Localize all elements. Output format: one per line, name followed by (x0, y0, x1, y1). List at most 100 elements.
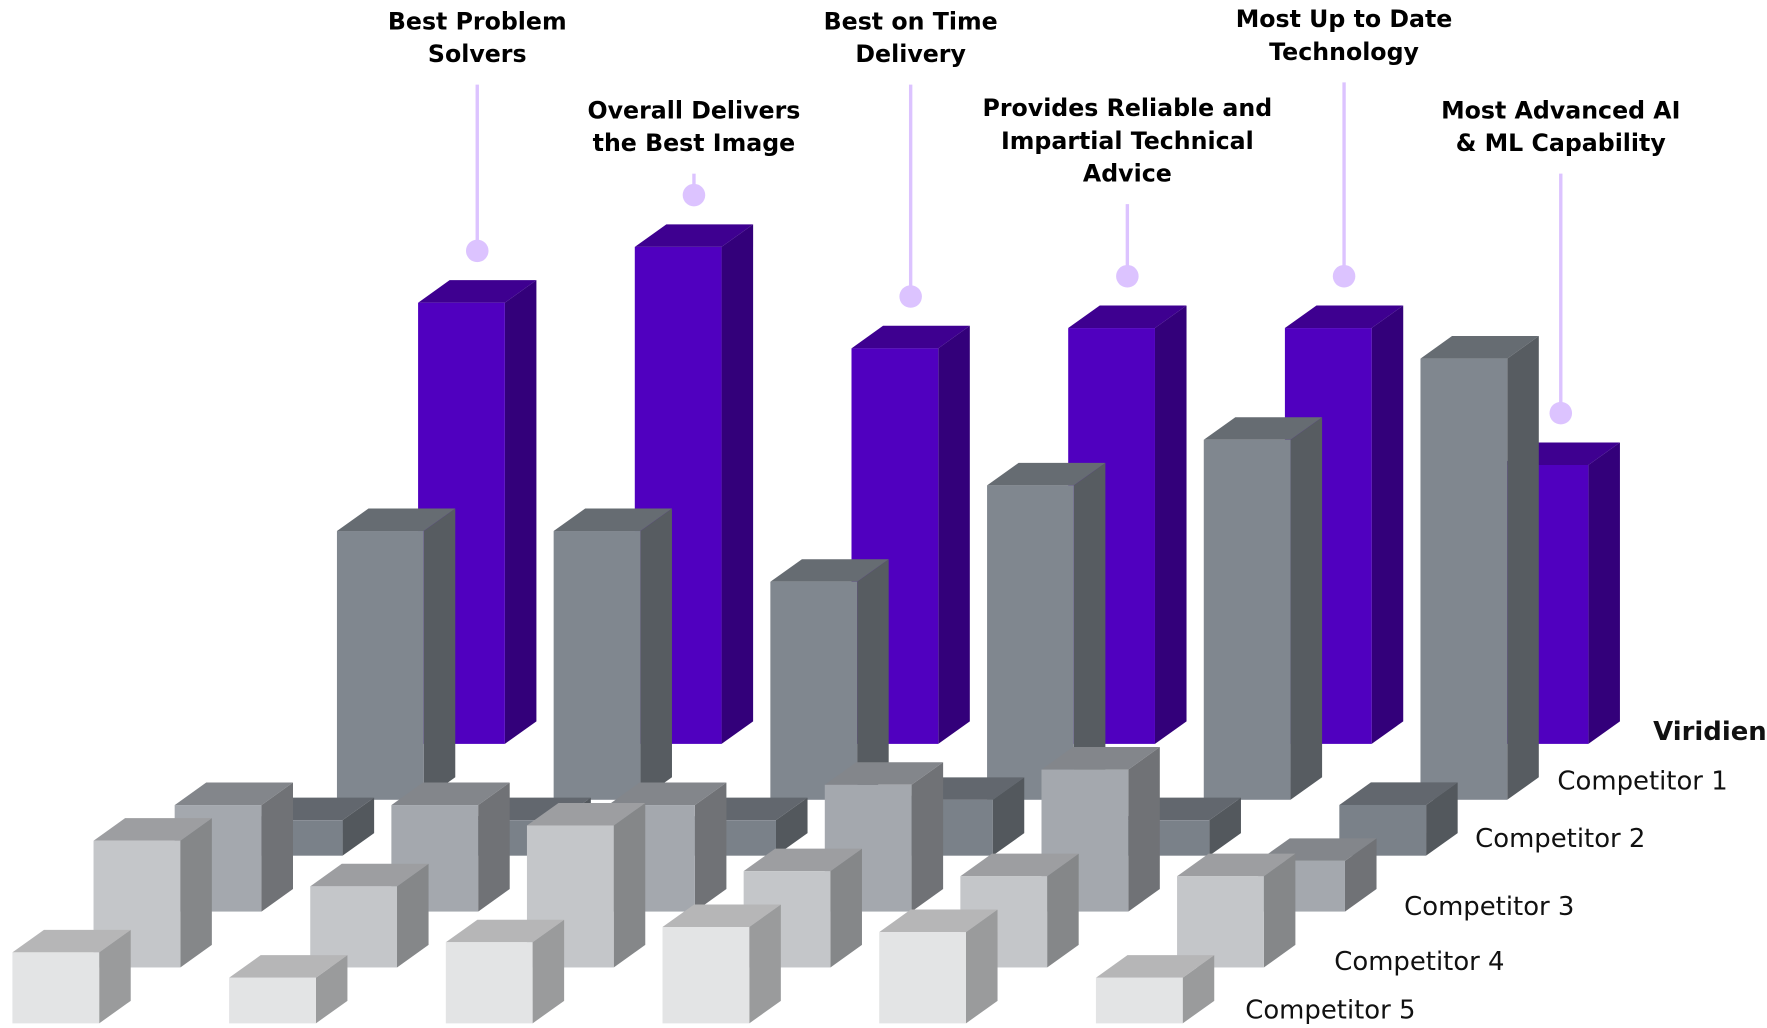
bar (824, 762, 944, 912)
category-label-box: Best on Time Delivery (823, 8, 998, 68)
bar-top (229, 955, 348, 978)
bar-side (1507, 336, 1539, 800)
bar-top (960, 853, 1079, 877)
bar-side (613, 802, 646, 968)
bar-top (12, 929, 131, 953)
bar (1420, 336, 1539, 800)
bar-side (965, 909, 998, 1024)
bar-top (1177, 853, 1296, 877)
bar-side (938, 325, 970, 744)
bar-front (1095, 977, 1183, 1024)
bar-top (553, 508, 672, 532)
bar-side (694, 782, 727, 912)
category-label: Provides Reliable and Impartial Technica… (982, 94, 1273, 188)
bar-side (1047, 853, 1079, 968)
bar-front (879, 932, 966, 1024)
bar (770, 559, 889, 800)
category-label: Best on Time Delivery (823, 8, 998, 68)
bar-top (310, 863, 429, 887)
bar-side (1426, 782, 1458, 856)
bar (1177, 853, 1296, 968)
category-label: Most Up to Date Technology (1235, 5, 1453, 66)
bar (879, 909, 998, 1024)
bar-side (1073, 462, 1106, 800)
series-label: Viridien (1653, 717, 1767, 747)
bar-side (830, 848, 862, 968)
bar-top (336, 508, 456, 532)
bar (662, 904, 781, 1024)
bar-side (1209, 797, 1241, 856)
bar-side (911, 762, 944, 912)
bar-side (721, 224, 754, 744)
bar-side (423, 508, 456, 800)
bar-side (532, 919, 565, 1024)
bar-side (261, 782, 293, 912)
bar (1095, 955, 1215, 1024)
bar-front (229, 977, 316, 1024)
bar-front (1177, 876, 1264, 968)
series-label: Competitor 5 (1245, 995, 1415, 1025)
bar (336, 508, 456, 800)
bar-side (315, 955, 348, 1024)
category-label-box: Provides Reliable and Impartial Technica… (982, 94, 1273, 188)
bar-side (1182, 955, 1215, 1024)
bar-front (1420, 358, 1508, 800)
bar (445, 919, 565, 1024)
bar (229, 955, 348, 1024)
bar-front (770, 581, 858, 800)
bar-side (1290, 417, 1323, 800)
bar-side (504, 280, 537, 744)
category-label-box: Overall Delivers the Best Image (588, 97, 801, 157)
bar-top (1095, 955, 1215, 978)
bar-front (1203, 439, 1291, 800)
bar-side (992, 777, 1025, 856)
category-label: Most Advanced AI & ML Capability (1441, 97, 1681, 157)
callout-dot (1549, 401, 1573, 425)
bar-side (857, 559, 889, 800)
bar-side (180, 818, 212, 968)
category-label-box: Best Problem Solvers (387, 8, 567, 68)
bar-top (1068, 305, 1187, 329)
bar-front (445, 942, 533, 1024)
bar-top (662, 904, 781, 928)
bar-side (99, 929, 131, 1024)
bar-side (1588, 442, 1620, 744)
bar-top (445, 919, 565, 943)
callout-dot (899, 285, 922, 308)
category-label: Best Problem Solvers (387, 8, 567, 68)
bar-top (608, 782, 727, 806)
bar-top (1041, 747, 1160, 770)
bar-top (743, 848, 862, 872)
bar-top (987, 462, 1106, 486)
category-label-box: Most Advanced AI & ML Capability (1441, 97, 1681, 157)
bar (391, 782, 510, 912)
bar-top (93, 818, 212, 841)
series-label: Competitor 4 (1334, 947, 1504, 977)
category-label-box: Most Up to Date Technology (1235, 5, 1453, 66)
bar-side (640, 508, 672, 800)
bar-top (1284, 305, 1404, 329)
bar-side (1263, 853, 1296, 968)
bar-top (526, 802, 646, 826)
series-label: Competitor 3 (1404, 892, 1574, 922)
bar (310, 863, 429, 968)
bar-front (12, 952, 100, 1024)
bar-top (391, 782, 510, 806)
bar-side (1154, 305, 1187, 744)
bar-side (397, 863, 429, 968)
bar-front (310, 886, 398, 968)
bar-side (1344, 838, 1377, 912)
bar-front (336, 531, 424, 800)
bar-front (662, 927, 750, 1024)
bar-side (342, 797, 375, 856)
series-label: Competitor 1 (1557, 767, 1727, 797)
bar-top (824, 762, 944, 785)
callout-dot (1332, 264, 1356, 288)
bar-top (1339, 782, 1458, 805)
bar-front (987, 485, 1074, 800)
bar-side (478, 782, 510, 912)
bar-top (174, 782, 293, 806)
bar-top (770, 559, 889, 582)
bar-side (1128, 747, 1160, 912)
bar (12, 929, 131, 1024)
